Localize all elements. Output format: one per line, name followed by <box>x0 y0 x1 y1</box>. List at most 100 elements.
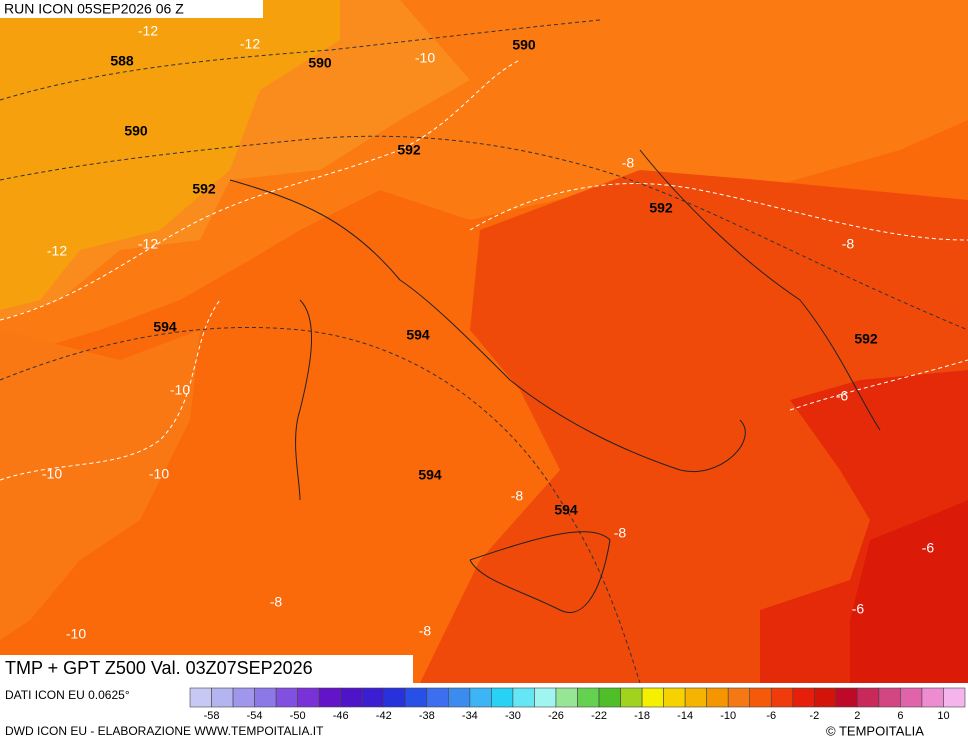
colorbar-swatch <box>297 687 320 708</box>
colorbar-swatch <box>857 687 880 708</box>
temperature-label: -10 <box>170 382 190 398</box>
colorbar-swatch <box>663 687 686 708</box>
colorbar-swatch <box>404 687 428 708</box>
colorbar-tick-label: -46 <box>333 710 349 722</box>
colorbar-swatch <box>577 687 600 708</box>
colorbar-swatch <box>943 687 966 708</box>
colorbar-tick-label: 6 <box>897 710 903 722</box>
colorbar-swatch <box>749 687 772 708</box>
map <box>0 0 968 684</box>
field <box>420 170 968 683</box>
map-labels: -12 -12 -10 -8 -12 -12 -8 -10 -6 -10 -10… <box>42 23 935 642</box>
source: DATI ICON EU 0.0625° <box>5 688 130 702</box>
colorbar-swatch <box>211 687 234 708</box>
run-label: RUN ICON 05SEP2026 06 Z <box>4 1 184 17</box>
colorbar-tick-label: -58 <box>204 710 220 722</box>
isotherm <box>469 183 968 241</box>
temperature-label: -12 <box>138 23 158 39</box>
temperature-label: -6 <box>922 540 935 556</box>
geopotential-label: 594 <box>554 502 578 518</box>
field <box>0 0 340 310</box>
temperature-label: -6 <box>852 601 865 617</box>
colorbar-swatch <box>620 687 643 708</box>
colorbar-tick-label: -34 <box>462 710 478 722</box>
colorbar-tick-label: -30 <box>505 710 521 722</box>
colorbar-swatch <box>900 687 923 708</box>
temperature-label: -10 <box>66 626 86 642</box>
temperature-label: -8 <box>270 594 283 610</box>
temperature-label: -8 <box>511 488 524 504</box>
geopotential-label: 592 <box>397 142 421 158</box>
colorbar-tick-label: -22 <box>591 710 607 722</box>
isotherm <box>0 59 521 321</box>
colorbar-swatch <box>491 687 514 708</box>
colorbar-tick-label: -2 <box>809 710 819 722</box>
temperature-label: -12 <box>47 243 67 259</box>
temperature-label: -6 <box>836 388 849 404</box>
colorbar-tick-label: -18 <box>634 710 650 722</box>
temperature-label: -12 <box>240 36 260 52</box>
temperature-label: -10 <box>42 466 62 482</box>
colorbar-swatch <box>770 687 794 708</box>
colorbar-tick-label: -38 <box>419 710 435 722</box>
field <box>0 330 200 640</box>
colorbar-tick-label: -26 <box>548 710 564 722</box>
temperature-label: -8 <box>614 525 627 541</box>
geopotential-label: 594 <box>406 327 430 343</box>
geopotential-label: 592 <box>649 200 673 216</box>
temperature-label: -8 <box>622 155 635 171</box>
run-box <box>0 0 263 18</box>
colorbar-swatch <box>469 687 492 708</box>
colorbar-swatch <box>318 687 341 708</box>
geopotential-label: 590 <box>512 37 536 53</box>
temperature-label: -10 <box>415 50 435 66</box>
colorbar-swatch <box>361 687 385 708</box>
colorbar-swatch <box>275 687 298 708</box>
colorbar-swatch <box>835 687 858 708</box>
colorbar-tick-label: -42 <box>376 710 392 722</box>
colorbar-swatch <box>792 687 815 708</box>
isohypse <box>0 135 968 331</box>
colorbar-swatch <box>448 687 471 708</box>
geopotential-label: 588 <box>110 53 134 69</box>
geopotential-label: 592 <box>192 181 216 197</box>
colorbar-swatch <box>254 687 277 708</box>
colorbar-swatch <box>727 687 751 708</box>
colorbar-tick-label: 10 <box>937 710 949 722</box>
title: TMP + GPT Z500 Val. 03Z07SEP2026 <box>5 658 313 678</box>
field <box>850 500 968 683</box>
colorbar-swatch <box>189 687 212 708</box>
colorbar-swatch <box>921 687 944 708</box>
isotherm <box>789 359 968 411</box>
geopotential-label: 590 <box>124 123 148 139</box>
coastline <box>229 149 881 613</box>
colorbar-tick-label: -54 <box>247 710 263 722</box>
geopotential-label: 590 <box>308 55 332 71</box>
temperature-label: -10 <box>149 466 169 482</box>
colorbar-swatch <box>598 687 621 708</box>
colorbar-swatch <box>878 687 901 708</box>
colorbar-tick-label: -10 <box>720 710 736 722</box>
colorbar-swatch <box>512 687 535 708</box>
colorbar-tick-label: -14 <box>677 710 693 722</box>
colorbar-tick-label: -50 <box>290 710 306 722</box>
geopotential-label: 592 <box>854 331 878 347</box>
title-box <box>0 655 413 683</box>
colorbar: -58 -54 -50 -46 -42 -38 -34 -30 -26 -22 -18 -14 -10-… <box>189 687 966 722</box>
geopotential-label: 594 <box>153 319 177 335</box>
colorbar-swatch <box>426 687 449 708</box>
colorbar-tick-label: -6 <box>766 710 776 722</box>
credits: DWD ICON EU - ELABORAZIONE WWW.TEMPOITAL… <box>5 724 324 738</box>
colorbar-swatch <box>684 687 707 708</box>
colorbar-swatch <box>232 687 255 708</box>
temperature-label: -8 <box>419 623 432 639</box>
colorbar-swatch <box>340 687 363 708</box>
geopotential-label: 594 <box>418 467 442 483</box>
copyright: © TEMPOITALIA <box>826 723 924 738</box>
colorbar-swatch <box>641 687 664 708</box>
colorbar-swatch <box>555 687 578 708</box>
temperature-label: -12 <box>138 236 158 252</box>
colorbar-swatch <box>534 687 557 708</box>
colorbar-tick-label: 2 <box>854 710 860 722</box>
